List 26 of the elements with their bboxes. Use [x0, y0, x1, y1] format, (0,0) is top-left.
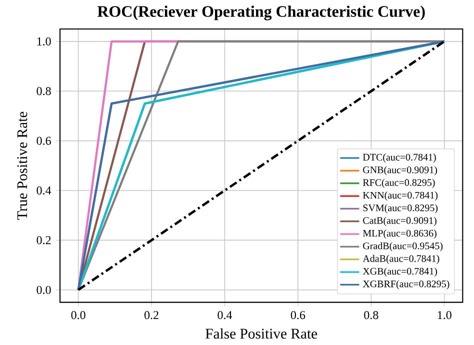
x-tick-label: 0.0 [71, 311, 86, 320]
x-tick-label: 0.8 [364, 311, 378, 320]
x-axis-title: False Positive Rate [206, 328, 318, 339]
chart-title: ROC(Reciever Operating Characteristic Curve) [97, 6, 425, 20]
y-tick-label: 0.0 [36, 286, 51, 294]
x-tick-label: 0.4 [218, 311, 232, 320]
legend-label: KNN(auc=0.7841) [362, 192, 438, 201]
y-tick-label: 0.6 [36, 136, 51, 145]
legend-label: AdaB(auc=0.7841) [362, 254, 440, 264]
y-axis-title: True Positive Rate [17, 112, 28, 220]
legend-label: GradB(auc=0.9545) [363, 242, 443, 252]
y-tick-label: 0.4 [36, 186, 52, 195]
x-tick-label: 0.2 [144, 311, 158, 320]
y-tick-label: 1.0 [37, 37, 51, 46]
x-tick-label: 0.6 [290, 311, 306, 320]
x-tick-label: 1.0 [438, 311, 452, 320]
legend-label: SVM(auc=0.8295) [363, 204, 438, 214]
y-tick-label: 0.2 [36, 236, 51, 244]
legend-label: CatB(auc=0.9091) [363, 216, 436, 226]
legend-label: MLP(auc=0.8636) [362, 230, 436, 239]
y-tick-label: 0.8 [36, 87, 51, 96]
legend-label: DTC(auc=0.7841) [362, 154, 436, 163]
legend-label: RFC(auc=0.8295) [362, 178, 435, 188]
legend-label: GNB(auc=0.9091) [363, 166, 437, 176]
legend-label: XGB(auc=0.7841) [362, 268, 437, 277]
legend-label: XGBRF(auc=0.8295) [362, 280, 450, 290]
